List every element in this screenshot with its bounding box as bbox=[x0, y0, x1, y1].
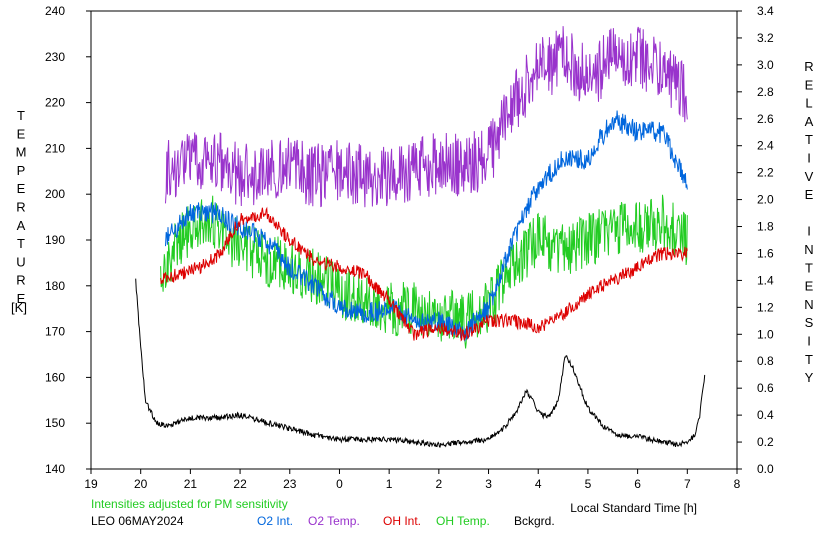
right-tick-label: 2.2 bbox=[757, 166, 774, 180]
right-axis-title-letter: Y bbox=[805, 370, 814, 385]
legend: O2 Int. O2 Temp. OH Int. OH Temp. Bckgrd. bbox=[257, 514, 555, 528]
right-axis-title-letter: I bbox=[807, 151, 811, 166]
right-axis-title-letter: E bbox=[805, 279, 814, 294]
left-tick-label: 240 bbox=[45, 4, 65, 18]
left-axis-title-letter: E bbox=[17, 291, 26, 306]
right-tick-label: 1.2 bbox=[757, 300, 774, 314]
right-tick-label: 2.6 bbox=[757, 112, 774, 126]
series-line-bckgrd bbox=[135, 278, 706, 448]
right-tick-label: 0.0 bbox=[757, 462, 774, 476]
sensitivity-note: Intensities adjusted for PM sensitivity bbox=[91, 497, 288, 511]
right-tick-label: 1.0 bbox=[757, 327, 774, 341]
legend-entry: OH Temp. bbox=[436, 514, 490, 528]
right-axis-title-letter: R bbox=[804, 59, 813, 74]
right-y-axis: 0.0 0.2 0.4 0.6 0.8 1.0 1.2 1.4 1.6 1.8 2.0 2.2 2.4 2… bbox=[737, 4, 774, 476]
right-tick-label: 1.8 bbox=[757, 220, 774, 234]
right-tick-label: 1.4 bbox=[757, 273, 774, 287]
right-axis-title-letter: E bbox=[805, 187, 814, 202]
left-axis-title-letter: T bbox=[17, 236, 25, 251]
x-axis: 19 20 21 22 23 0 1 2 3 4 5 6 7 8 bbox=[84, 469, 741, 491]
right-axis-title-letter: T bbox=[805, 132, 813, 147]
x-tick-label: 0 bbox=[336, 477, 343, 491]
left-axis-title-letter: M bbox=[16, 145, 27, 160]
right-tick-label: 0.8 bbox=[757, 354, 774, 368]
left-tick-label: 170 bbox=[45, 325, 65, 339]
right-tick-label: 0.2 bbox=[757, 435, 774, 449]
left-axis-title-letter: P bbox=[17, 163, 26, 178]
right-tick-label: 2.4 bbox=[757, 139, 774, 153]
x-tick-label: 1 bbox=[386, 477, 393, 491]
right-tick-label: 2.0 bbox=[757, 193, 774, 207]
left-axis-title-letter: A bbox=[17, 218, 26, 233]
right-axis-title-letter: V bbox=[805, 169, 814, 184]
right-tick-label: 3.0 bbox=[757, 58, 774, 72]
right-tick-label: 1.6 bbox=[757, 246, 774, 260]
x-tick-label: 2 bbox=[436, 477, 443, 491]
right-tick-label: 0.6 bbox=[757, 381, 774, 395]
left-tick-label: 220 bbox=[45, 96, 65, 110]
x-tick-label: 3 bbox=[485, 477, 492, 491]
left-tick-label: 150 bbox=[45, 416, 65, 430]
series-layer bbox=[135, 26, 706, 448]
right-axis-title-letter: N bbox=[804, 297, 813, 312]
left-y-axis: 140 150 160 170 180 190 200 210 220 230 240 bbox=[45, 4, 91, 476]
x-tick-label: 19 bbox=[84, 477, 98, 491]
x-tick-label: 5 bbox=[585, 477, 592, 491]
legend-entry: O2 Temp. bbox=[308, 514, 360, 528]
left-axis-title-letter: E bbox=[17, 126, 26, 141]
series-line-oh-int bbox=[160, 206, 688, 342]
right-axis-title-letter: L bbox=[805, 96, 812, 111]
left-tick-label: 140 bbox=[45, 462, 65, 476]
right-axis-title-letter: T bbox=[805, 260, 813, 275]
left-axis-title-letter: R bbox=[16, 273, 25, 288]
legend-entry: OH Int. bbox=[383, 514, 421, 528]
left-axis-title-letter: R bbox=[16, 200, 25, 215]
left-axis-title-letter: T bbox=[17, 108, 25, 123]
legend-entry: O2 Int. bbox=[257, 514, 293, 528]
right-axis-title-letter: A bbox=[805, 114, 814, 129]
left-tick-label: 200 bbox=[45, 187, 65, 201]
series-line-o2-temp bbox=[165, 26, 688, 208]
x-tick-label: 20 bbox=[134, 477, 148, 491]
right-axis-title-letter: N bbox=[804, 242, 813, 257]
left-tick-label: 160 bbox=[45, 370, 65, 384]
x-tick-label: 7 bbox=[684, 477, 691, 491]
x-tick-label: 23 bbox=[283, 477, 297, 491]
left-tick-label: 210 bbox=[45, 141, 65, 155]
left-axis-title-letter: E bbox=[17, 181, 26, 196]
x-tick-label: 8 bbox=[734, 477, 741, 491]
x-tick-label: 6 bbox=[634, 477, 641, 491]
left-tick-label: 230 bbox=[45, 50, 65, 64]
series-line-oh-temp bbox=[160, 194, 688, 349]
left-axis-unit: [K] bbox=[11, 300, 27, 315]
legend-entry: Bckgrd. bbox=[514, 514, 555, 528]
left-tick-label: 190 bbox=[45, 233, 65, 247]
right-axis-title-letter: I bbox=[807, 334, 811, 349]
right-tick-label: 0.4 bbox=[757, 408, 774, 422]
right-axis-title-letter: S bbox=[805, 315, 814, 330]
x-tick-label: 21 bbox=[184, 477, 198, 491]
right-tick-label: 2.8 bbox=[757, 85, 774, 99]
left-tick-label: 180 bbox=[45, 279, 65, 293]
right-tick-label: 3.2 bbox=[757, 31, 774, 45]
station-date: LEO 06MAY2024 bbox=[91, 514, 184, 528]
right-axis-title-letter: E bbox=[805, 77, 814, 92]
x-axis-label: Local Standard Time [h] bbox=[570, 501, 697, 515]
left-axis-title-letter: U bbox=[16, 254, 25, 269]
right-tick-label: 3.4 bbox=[757, 4, 774, 18]
x-tick-label: 4 bbox=[535, 477, 542, 491]
right-axis-title-letter: I bbox=[807, 224, 811, 239]
x-tick-label: 22 bbox=[233, 477, 247, 491]
right-axis-title-letter: T bbox=[805, 352, 813, 367]
